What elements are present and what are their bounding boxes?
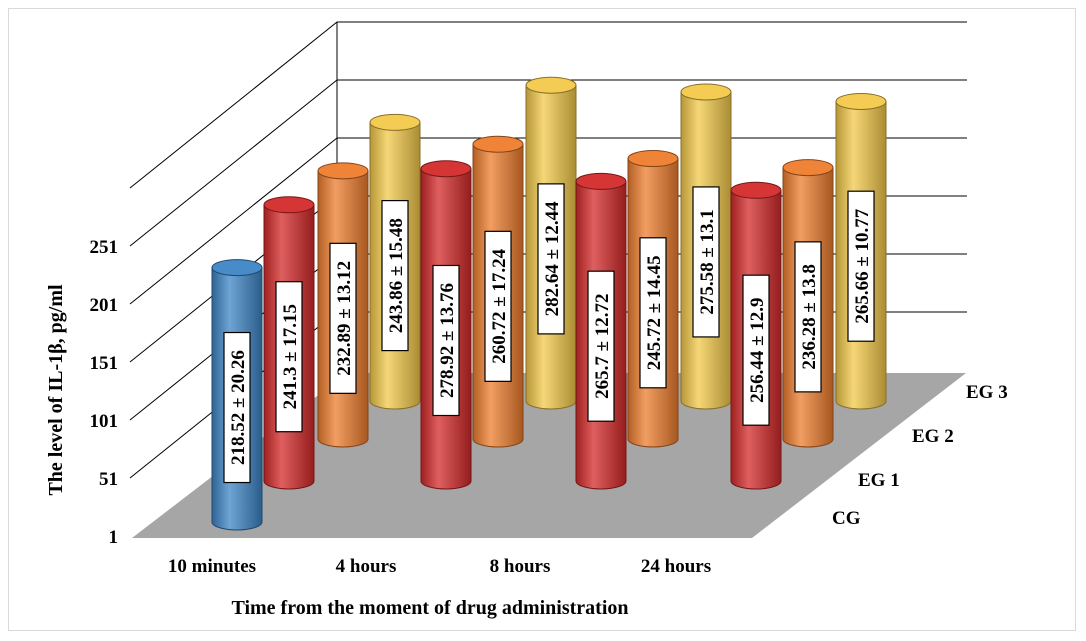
data-label-box — [587, 270, 615, 422]
data-label-box — [692, 186, 720, 338]
bar-eg-2-3: 236.28 ± 13.8 — [782, 159, 834, 448]
data-label-text: 241.3 ± 17.15 — [280, 304, 301, 409]
data-label: 265.7 ± 12.72 — [587, 270, 615, 422]
bar-eg-1-3: 256.44 ± 12.9 — [730, 181, 782, 490]
data-label-box — [847, 190, 875, 342]
data-label-text: 245.72 ± 14.45 — [644, 255, 665, 370]
x-tick-label: 4 hours — [336, 556, 397, 577]
data-label: 232.89 ± 13.12 — [329, 242, 357, 394]
bar-top — [782, 159, 834, 177]
bar-top — [835, 92, 887, 110]
data-label-box — [432, 264, 460, 417]
depth-label: EG 2 — [912, 426, 954, 447]
data-label-box — [639, 237, 667, 389]
bar-eg-2-2: 245.72 ± 14.45 — [627, 150, 679, 448]
y-axis-title: The level of IL-1β, pg/ml — [45, 284, 67, 496]
bar-top — [420, 160, 472, 178]
bar-top — [627, 150, 679, 168]
bar-top — [263, 196, 315, 214]
y-tick-label: 1 — [109, 527, 119, 548]
bar-top — [211, 259, 263, 277]
data-label-box — [223, 331, 251, 484]
data-label: 282.64 ± 12.44 — [537, 183, 565, 335]
data-label-box — [275, 281, 303, 433]
data-label-text: 232.89 ± 13.12 — [334, 261, 355, 376]
data-label-text: 282.64 ± 12.44 — [542, 201, 563, 316]
x-tick-label: 8 hours — [490, 556, 551, 577]
data-label: 275.58 ± 13.1 — [692, 186, 720, 338]
data-label: 256.44 ± 12.9 — [742, 274, 770, 426]
data-label-text: 275.58 ± 13.1 — [697, 209, 718, 314]
bar-top — [575, 172, 627, 190]
bar-eg-3-1: 282.64 ± 12.44 — [525, 76, 577, 410]
bar-cg-0: 218.52 ± 20.26 — [211, 259, 263, 531]
x-axis-title: Time from the moment of drug administrat… — [231, 597, 628, 619]
bar-eg-1-2: 265.7 ± 12.72 — [575, 172, 627, 490]
data-label-text: 265.66 ± 10.77 — [852, 208, 873, 323]
bar-eg-2-1: 260.72 ± 17.24 — [472, 135, 524, 448]
data-label-box — [794, 241, 822, 393]
bar-eg-2-0: 232.89 ± 13.12 — [317, 162, 369, 448]
data-label-box — [381, 200, 409, 352]
y-tick-label: 51 — [99, 469, 118, 490]
bar-eg-1-1: 278.92 ± 13.76 — [420, 160, 472, 490]
bar-eg-3-3: 265.66 ± 10.77 — [835, 92, 887, 410]
bars-layer: 243.86 ± 15.48 282.64 ± 12.44 275.58 ± 13.… — [211, 76, 887, 531]
depth-label: EG 1 — [858, 470, 900, 491]
data-label: 265.66 ± 10.77 — [847, 190, 875, 342]
data-label-box — [329, 242, 357, 394]
depth-label: EG 3 — [966, 382, 1008, 403]
bar-eg-3-0: 243.86 ± 15.48 — [369, 113, 421, 410]
bar-top — [472, 135, 524, 153]
data-label: 278.92 ± 13.76 — [432, 264, 460, 417]
bar-eg-1-0: 241.3 ± 17.15 — [263, 196, 315, 490]
y-tick-label: 151 — [90, 353, 119, 374]
data-label: 243.86 ± 15.48 — [381, 200, 409, 352]
bar-top — [317, 162, 369, 180]
data-label: 218.52 ± 20.26 — [223, 331, 251, 484]
y-tick-label: 201 — [90, 295, 119, 316]
depth-label: CG — [832, 508, 861, 529]
data-label-text: 265.7 ± 12.72 — [592, 293, 613, 398]
data-label-box — [484, 230, 512, 382]
data-label: 236.28 ± 13.8 — [794, 241, 822, 393]
data-label-box — [537, 183, 565, 335]
y-tick-label: 251 — [90, 237, 119, 258]
data-label-text: 256.44 ± 12.9 — [747, 297, 768, 402]
data-label: 260.72 ± 17.24 — [484, 230, 512, 382]
bar-top — [369, 113, 421, 131]
data-label-box — [742, 274, 770, 426]
data-label-text: 260.72 ± 17.24 — [489, 248, 510, 363]
x-tick-label: 24 hours — [641, 556, 711, 577]
data-label-text: 278.92 ± 13.76 — [437, 283, 458, 398]
x-tick-label: 10 minutes — [168, 556, 256, 577]
bar-top — [680, 83, 732, 101]
data-label-text: 218.52 ± 20.26 — [228, 350, 249, 465]
data-label-text: 243.86 ± 15.48 — [386, 218, 407, 333]
data-label: 245.72 ± 14.45 — [639, 237, 667, 389]
bar-top — [730, 181, 782, 199]
y-tick-label: 101 — [90, 411, 119, 432]
data-label-text: 236.28 ± 13.8 — [799, 264, 820, 369]
bar-eg-3-2: 275.58 ± 13.1 — [680, 83, 732, 410]
data-label: 241.3 ± 17.15 — [275, 281, 303, 433]
bar-top — [525, 76, 577, 94]
